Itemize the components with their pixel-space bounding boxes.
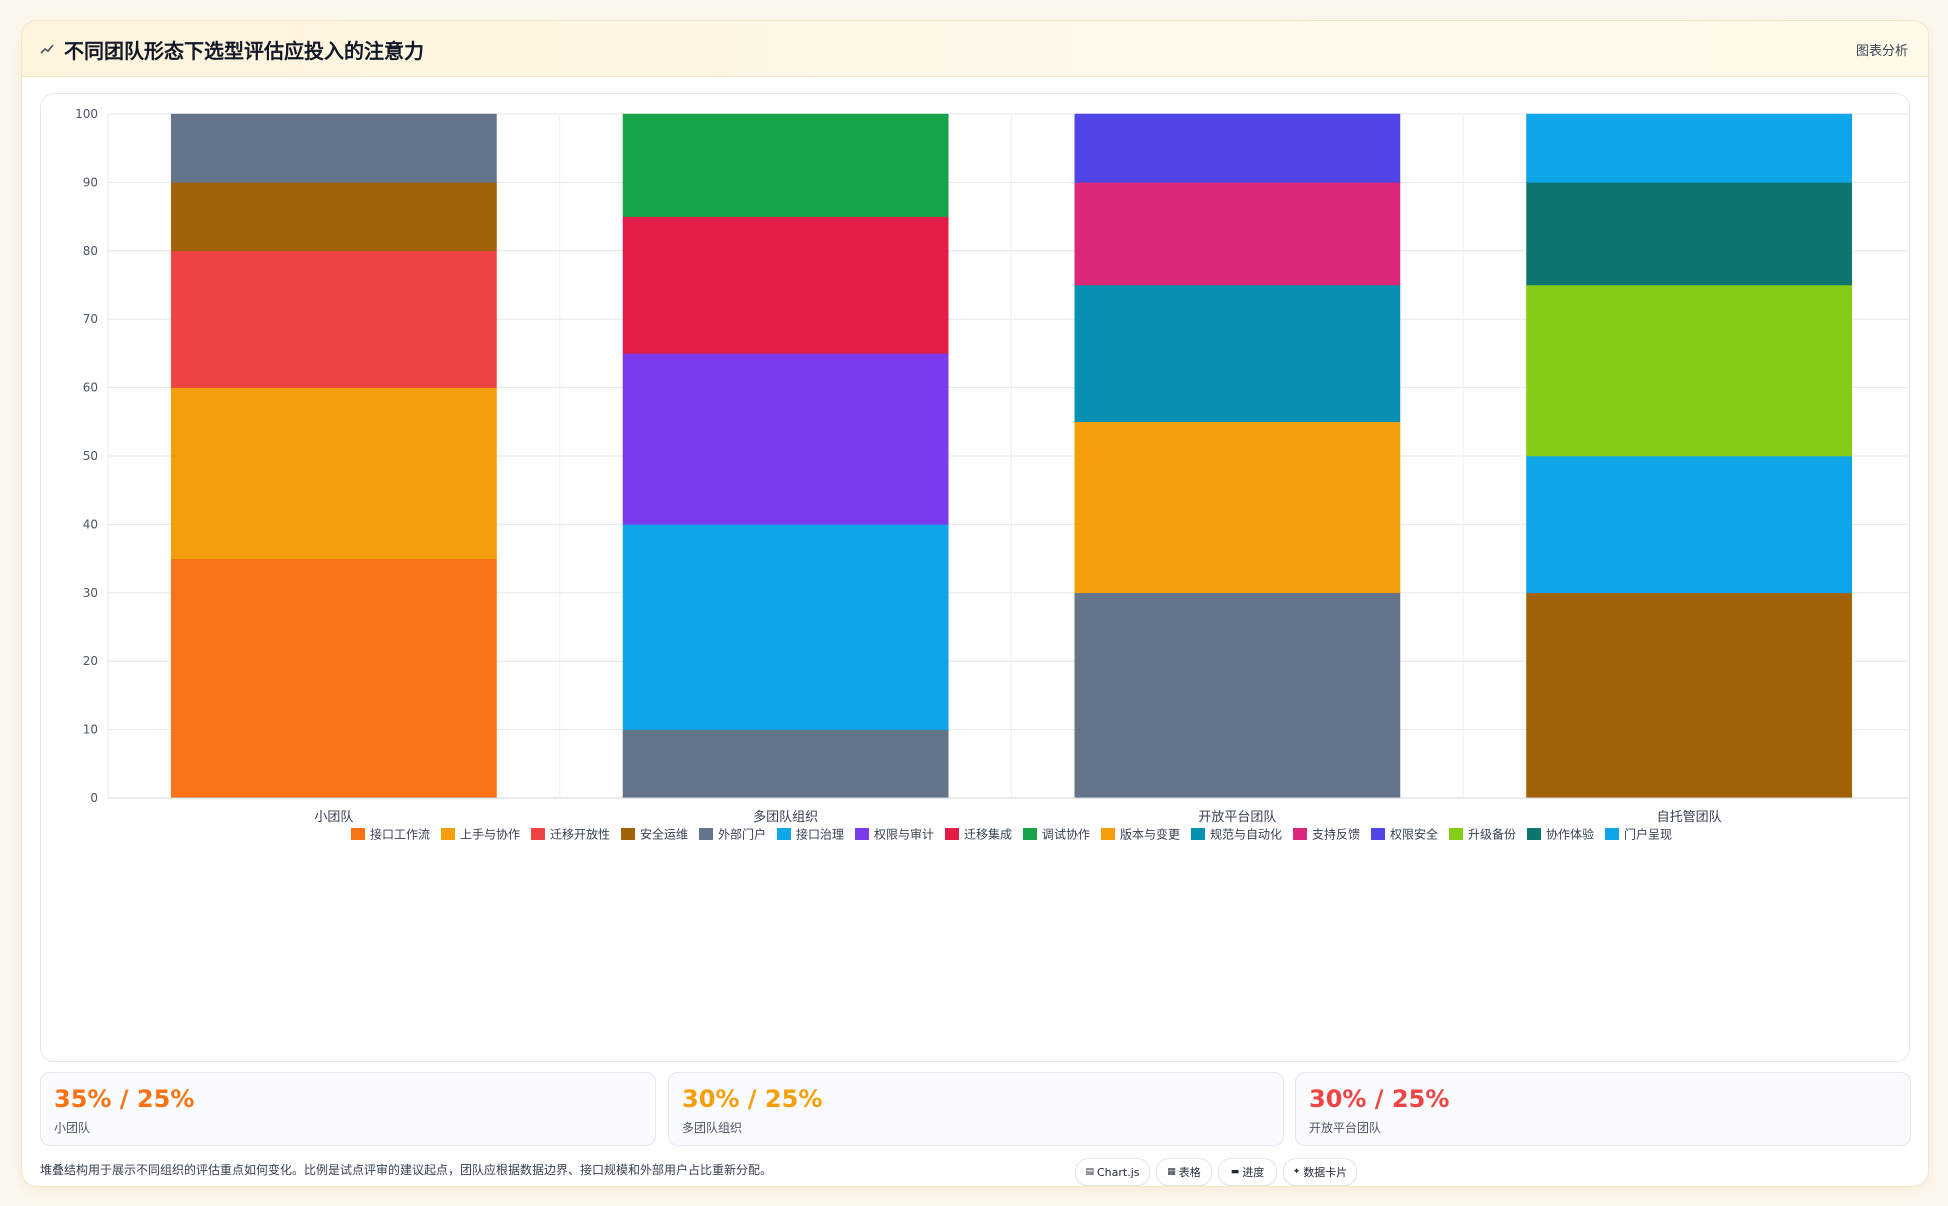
legend-swatch (1191, 828, 1205, 840)
stat-label: 多团队组织 (682, 1121, 743, 1135)
stat-label: 小团队 (54, 1121, 91, 1135)
y-tick-label: 30 (83, 586, 98, 600)
pill-icon: ▤ (1085, 1167, 1094, 1177)
bar-segment (622, 729, 949, 799)
bar-segment (1074, 284, 1401, 423)
legend-label: 版本与变更 (1120, 827, 1180, 842)
legend-swatch (351, 828, 365, 840)
stacked-bar-chart: 0 10 20 30 40 50 60 70 80 90 100 小团队 多团队组织 开放平台团队 自托管团… (75, 107, 1909, 842)
table-pill[interactable]: ▦ 表格 (1156, 1158, 1212, 1186)
legend-swatch (1023, 828, 1037, 840)
legend-label: 外部门户 (718, 827, 766, 842)
pill-icon: ▦ (1167, 1167, 1176, 1177)
bar-segment (170, 113, 497, 183)
legend-swatch (699, 828, 713, 840)
legend-label: 权限与审计 (874, 827, 934, 842)
bar-segment (1526, 182, 1853, 286)
legend-swatch (777, 828, 791, 840)
progress-pill[interactable]: ▬ 进度 (1218, 1158, 1277, 1186)
legend-swatch (1101, 828, 1115, 840)
legend-label: 支持反馈 (1312, 827, 1360, 842)
bar-segment (622, 353, 949, 525)
y-tick-label: 100 (75, 107, 98, 121)
stat-value: 30% / 25% (682, 1085, 823, 1113)
chart-legend: 接口工作流 上手与协作 迁移开放性 安全运维 外部门户 接口治理 权限与审计 迁移集成 调试协作… (351, 827, 1672, 842)
card-header: 不同团队形态下选型评估应投入的注意力 图表分析 (22, 21, 1928, 77)
legend-label: 规范与自动化 (1210, 827, 1282, 842)
legend-label: 上手与协作 (460, 827, 520, 842)
pill-label: 进度 (1242, 1166, 1265, 1179)
bar-segment (1526, 455, 1853, 594)
pill-label: 表格 (1178, 1166, 1201, 1179)
bar-segment (1526, 592, 1853, 799)
x-tick-label: 多团队组织 (753, 809, 818, 825)
bar-segment (622, 216, 949, 354)
legend-swatch (945, 828, 959, 840)
bar-segment (622, 524, 949, 730)
legend-label: 安全运维 (640, 827, 688, 842)
legend-swatch (1371, 828, 1385, 840)
page-title: 不同团队形态下选型评估应投入的注意力 (64, 39, 424, 63)
y-tick-label: 70 (83, 312, 98, 326)
legend-swatch (621, 828, 635, 840)
bar-segment (1074, 113, 1401, 183)
legend-swatch (1293, 828, 1307, 840)
legend-label: 接口治理 (796, 827, 844, 842)
stat-value: 30% / 25% (1309, 1085, 1450, 1113)
bar-segment (1074, 421, 1401, 594)
stat-label: 开放平台团队 (1309, 1121, 1382, 1135)
legend-label: 升级备份 (1468, 828, 1516, 842)
y-tick-label: 40 (83, 517, 98, 531)
bar-segment (1526, 113, 1853, 183)
bar-segment (1074, 592, 1401, 799)
stat-card: 30% / 25% 开放平台团队 (1295, 1072, 1911, 1146)
chart-panel: 0 10 20 30 40 50 60 70 80 90 100 小团队 多团队组织 开放平台团队 自托管团… (40, 93, 1910, 1062)
y-tick-label: 90 (83, 175, 98, 189)
bar-segment (170, 558, 497, 799)
pill-icon: ▬ (1230, 1167, 1240, 1177)
chart-icon (40, 44, 54, 54)
legend-label: 权限安全 (1390, 827, 1438, 842)
pill-label: 数据卡片 (1303, 1166, 1348, 1179)
chart-analysis-label[interactable]: 图表分析 (1855, 44, 1908, 59)
legend-label: 迁移开放性 (550, 827, 610, 842)
chart-footnote: 堆叠结构用于展示不同组织的评估重点如何变化。比例是试点评审的建议起点，团队应根据… (40, 1163, 773, 1177)
legend-label: 协作体验 (1546, 827, 1594, 842)
x-tick-label: 自托管团队 (1657, 810, 1722, 825)
stat-value: 35% / 25% (54, 1085, 195, 1113)
legend-swatch (855, 828, 869, 840)
legend-label: 门户呈现 (1624, 827, 1672, 842)
bar-segment (170, 250, 497, 388)
stat-card: 30% / 25% 多团队组织 (668, 1072, 1284, 1146)
legend-label: 接口工作流 (370, 827, 430, 842)
y-tick-label: 10 (83, 723, 98, 737)
legend-swatch (1605, 828, 1619, 840)
bar-segment (170, 182, 497, 252)
chart-bars (170, 113, 1853, 799)
bar-segment (1526, 284, 1853, 457)
pill-icon: ✦ (1292, 1167, 1301, 1177)
y-tick-label: 20 (83, 654, 98, 668)
legend-swatch (1527, 828, 1541, 840)
legend-swatch (1449, 828, 1463, 840)
x-tick-label: 小团队 (314, 810, 353, 825)
legend-swatch (441, 828, 455, 840)
chartjs-pill[interactable]: ▤ Chart.js (1075, 1158, 1150, 1186)
x-tick-label: 开放平台团队 (1198, 810, 1276, 825)
legend-label: 调试协作 (1042, 827, 1090, 842)
bar-segment (622, 113, 949, 217)
y-tick-label: 60 (83, 381, 98, 395)
bar-segment (170, 387, 497, 559)
stat-card: 35% / 25% 小团队 (40, 1072, 656, 1146)
legend-swatch (531, 828, 545, 840)
bar-segment (1074, 182, 1401, 286)
y-tick-label: 0 (90, 791, 98, 805)
y-tick-label: 50 (83, 449, 98, 463)
chart-card: 不同团队形态下选型评估应投入的注意力 图表分析 0 10 20 30 40 50 60 70 8… (21, 20, 1929, 1187)
chart-axes: 0 10 20 30 40 50 60 70 80 90 100 小团队 多团队组织 开放平台团队 自托管团… (75, 107, 1909, 825)
legend-label: 迁移集成 (964, 827, 1012, 842)
y-tick-label: 80 (83, 244, 98, 258)
data-card-pill[interactable]: ✦ 数据卡片 (1283, 1158, 1357, 1186)
pill-label: Chart.js (1097, 1165, 1140, 1179)
